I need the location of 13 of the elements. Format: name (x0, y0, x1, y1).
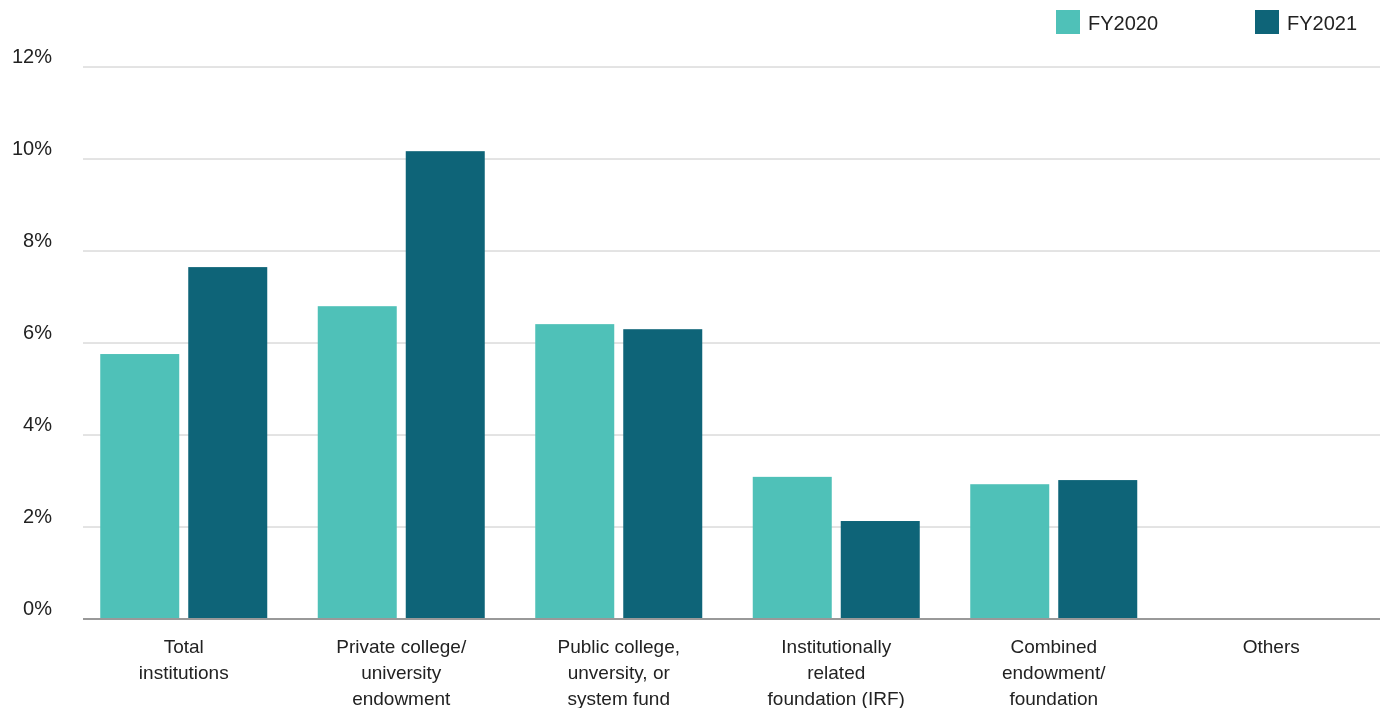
x-tick-label: Total institutions (138, 636, 229, 683)
y-tick-label: 6% (23, 321, 53, 343)
y-tick-label: 4% (23, 413, 53, 435)
legend-label: FY2021 (1287, 12, 1358, 34)
y-tick-label: 2% (23, 505, 53, 527)
y-tick-label: 10% (11, 137, 53, 159)
legend-label: FY2020 (1088, 12, 1159, 34)
x-tick-label: Private college/ university endowment (336, 636, 467, 709)
x-tick-label: Combined endowment/ foundation (1001, 636, 1107, 709)
y-tick-label: 12% (11, 45, 53, 67)
y-tick-label: 0% (23, 597, 53, 619)
y-tick-label: 8% (23, 229, 53, 251)
x-tick-label: Others (1242, 636, 1300, 657)
